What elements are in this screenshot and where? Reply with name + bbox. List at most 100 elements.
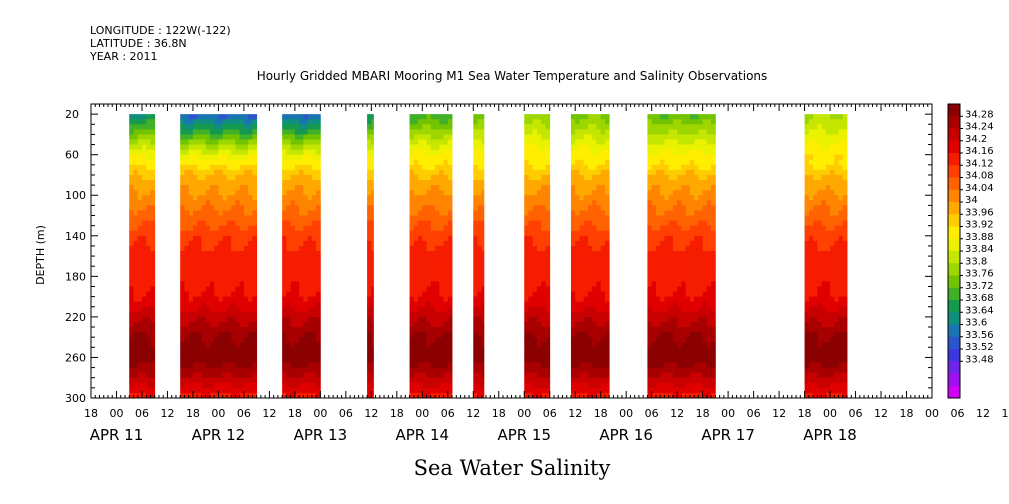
- heatmap-cell: [129, 357, 134, 363]
- heatmap-cell: [299, 372, 304, 379]
- heatmap-cell: [188, 256, 194, 262]
- heatmap-cell: [804, 235, 810, 242]
- heatmap-cell: [685, 291, 691, 298]
- heatmap-cell: [222, 352, 228, 358]
- heatmap-cell: [299, 316, 304, 323]
- heatmap-cell: [222, 261, 228, 267]
- heatmap-cell: [587, 301, 593, 308]
- heatmap-cell: [536, 291, 542, 298]
- heatmap-cell: [188, 377, 194, 384]
- heatmap-cell: [141, 195, 147, 201]
- heatmap-cell: [201, 321, 207, 328]
- heatmap-cell: [146, 352, 151, 358]
- heatmap-cell: [413, 149, 419, 156]
- heatmap-cell: [197, 205, 202, 211]
- heatmap-cell: [286, 286, 292, 292]
- heatmap-cell: [541, 382, 546, 389]
- heatmap-cell: [201, 266, 207, 272]
- heatmap-cell: [706, 306, 712, 313]
- heatmap-cell: [218, 180, 224, 186]
- heatmap-cell: [702, 256, 708, 262]
- heatmap-cell: [821, 154, 827, 161]
- heatmap-cell: [184, 200, 190, 206]
- heatmap-cell: [239, 185, 245, 191]
- heatmap-cell: [481, 114, 485, 120]
- heatmap-cell: [647, 251, 653, 257]
- heatmap-cell: [825, 367, 831, 374]
- heatmap-cell: [664, 392, 670, 399]
- heatmap-cell: [655, 169, 661, 176]
- heatmap-cell: [214, 190, 219, 196]
- heatmap-cell: [197, 190, 202, 196]
- heatmap-cell: [150, 210, 156, 216]
- heatmap-cell: [371, 195, 374, 201]
- heatmap-cell: [813, 311, 818, 318]
- heatmap-cell: [592, 321, 597, 328]
- heatmap-cell: [596, 114, 602, 120]
- heatmap-cell: [231, 301, 236, 308]
- heatmap-cell: [596, 180, 602, 186]
- heatmap-cell: [804, 200, 810, 206]
- heatmap-cell: [604, 185, 610, 191]
- heatmap-cell: [830, 352, 835, 358]
- heatmap-cell: [286, 124, 292, 130]
- heatmap-cell: [413, 119, 419, 125]
- heatmap-cell: [299, 357, 304, 363]
- heatmap-cell: [430, 372, 436, 379]
- heatmap-cell: [660, 332, 665, 338]
- heatmap-cell: [477, 256, 483, 262]
- heatmap-cell: [834, 352, 839, 358]
- heatmap-cell: [677, 321, 682, 328]
- heatmap-cell: [239, 195, 245, 201]
- heatmap-cell: [647, 154, 653, 161]
- heatmap-cell: [286, 256, 292, 262]
- heatmap-cell: [252, 169, 258, 176]
- heatmap-cell: [825, 169, 831, 176]
- heatmap-cell: [830, 240, 835, 247]
- heatmap-cell: [413, 372, 419, 379]
- heatmap-cell: [226, 144, 232, 151]
- heatmap-cell: [188, 347, 194, 353]
- heatmap-cell: [698, 266, 704, 272]
- heatmap-cell: [711, 129, 716, 135]
- heatmap-cell: [447, 245, 453, 252]
- heatmap-cell: [239, 174, 245, 181]
- heatmap-cell: [316, 306, 321, 313]
- heatmap-cell: [422, 220, 427, 227]
- heatmap-cell: [473, 306, 478, 313]
- heatmap-cell: [150, 139, 156, 145]
- heatmap-cell: [604, 321, 610, 328]
- heatmap-cell: [528, 215, 534, 221]
- heatmap-cell: [817, 256, 822, 262]
- heatmap-cell: [435, 316, 440, 323]
- heatmap-cell: [477, 205, 483, 211]
- heatmap-cell: [231, 357, 236, 363]
- heatmap-cell: [706, 169, 712, 176]
- heatmap-cell: [600, 169, 606, 176]
- heatmap-cell: [180, 327, 185, 333]
- heatmap-cell: [294, 114, 300, 120]
- heatmap-cell: [575, 124, 580, 130]
- heatmap-cell: [698, 362, 704, 368]
- heatmap-cell: [528, 139, 534, 145]
- heatmap-cell: [528, 164, 534, 171]
- heatmap-cell: [311, 190, 317, 196]
- heatmap-cell: [583, 149, 589, 156]
- heatmap-cell: [817, 362, 822, 368]
- heatmap-cell: [137, 357, 143, 363]
- heatmap-cell: [706, 332, 712, 338]
- heatmap-cell: [473, 296, 478, 303]
- heatmap-cell: [838, 357, 844, 363]
- heatmap-cell: [447, 210, 453, 216]
- heatmap-cell: [600, 352, 606, 358]
- heatmap-cell: [817, 139, 822, 145]
- heatmap-cell: [141, 205, 147, 211]
- heatmap-cell: [477, 332, 483, 338]
- heatmap-cell: [133, 164, 139, 171]
- heatmap-cell: [282, 377, 287, 384]
- heatmap-cell: [813, 367, 818, 374]
- heatmap-cell: [222, 392, 228, 399]
- heatmap-cell: [592, 372, 597, 379]
- heatmap-cell: [447, 200, 453, 206]
- heatmap-cell: [583, 306, 589, 313]
